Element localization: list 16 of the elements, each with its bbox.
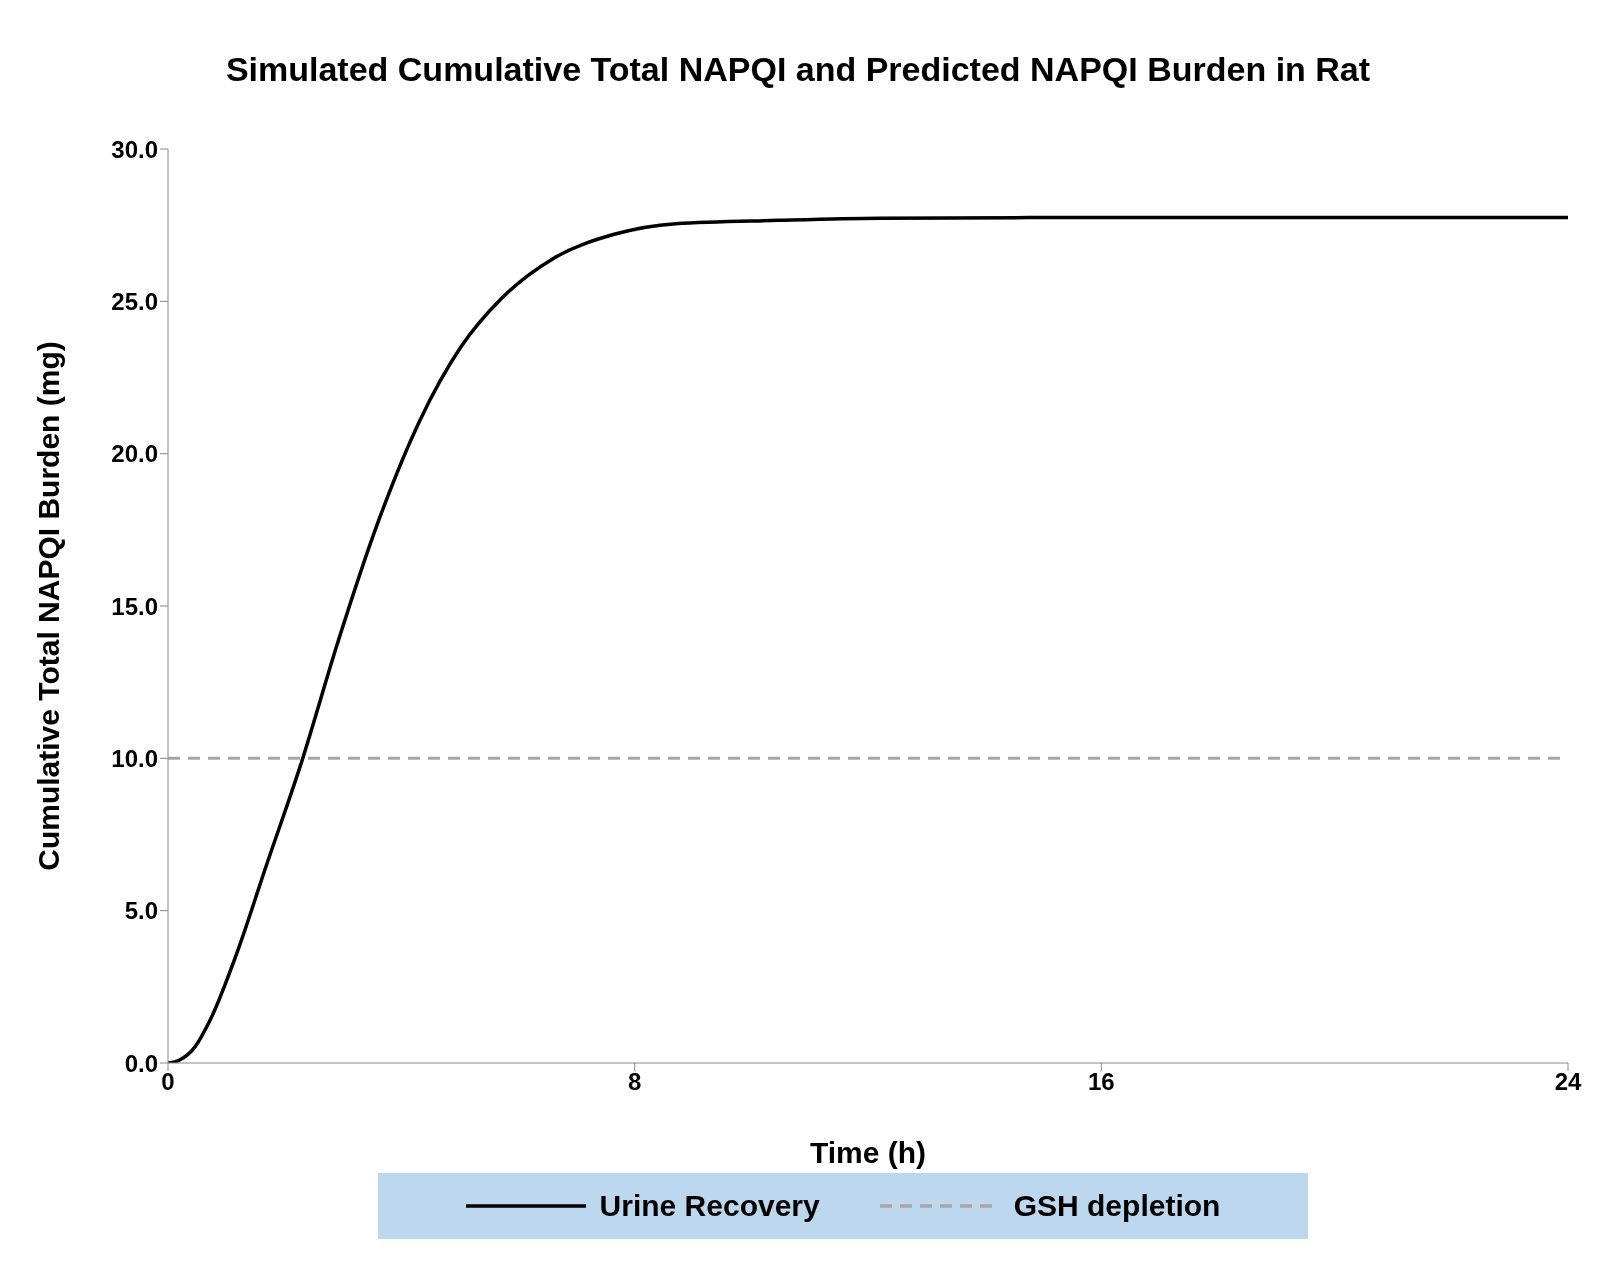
x-tick-label: 8: [627, 1068, 642, 1096]
y-tick-label: 10.0: [111, 744, 158, 772]
x-axis-title: Time (h): [809, 1136, 927, 1169]
legend-label: Urine Recovery: [599, 1189, 820, 1223]
y-tick-label: 20.0: [111, 440, 158, 468]
y-axis-title: Cumulative Total NAPQI Burden (mg): [31, 341, 65, 871]
y-tick-label: 25.0: [111, 287, 158, 315]
y-tick-label: 5.0: [124, 897, 158, 925]
y-tick-label: 30.0: [111, 135, 158, 163]
x-tick-label: 0: [161, 1068, 175, 1096]
x-tick-label: 24: [1554, 1068, 1582, 1096]
chart-title: Simulated Cumulative Total NAPQI and Predicted NAPQI Burden in Rat: [224, 50, 1372, 89]
x-tick-label: 16: [1087, 1068, 1115, 1096]
y-tick-label: 0.0: [124, 1049, 158, 1077]
y-tick-label: 15.0: [111, 592, 158, 620]
legend-label: GSH depletion: [1013, 1189, 1221, 1223]
